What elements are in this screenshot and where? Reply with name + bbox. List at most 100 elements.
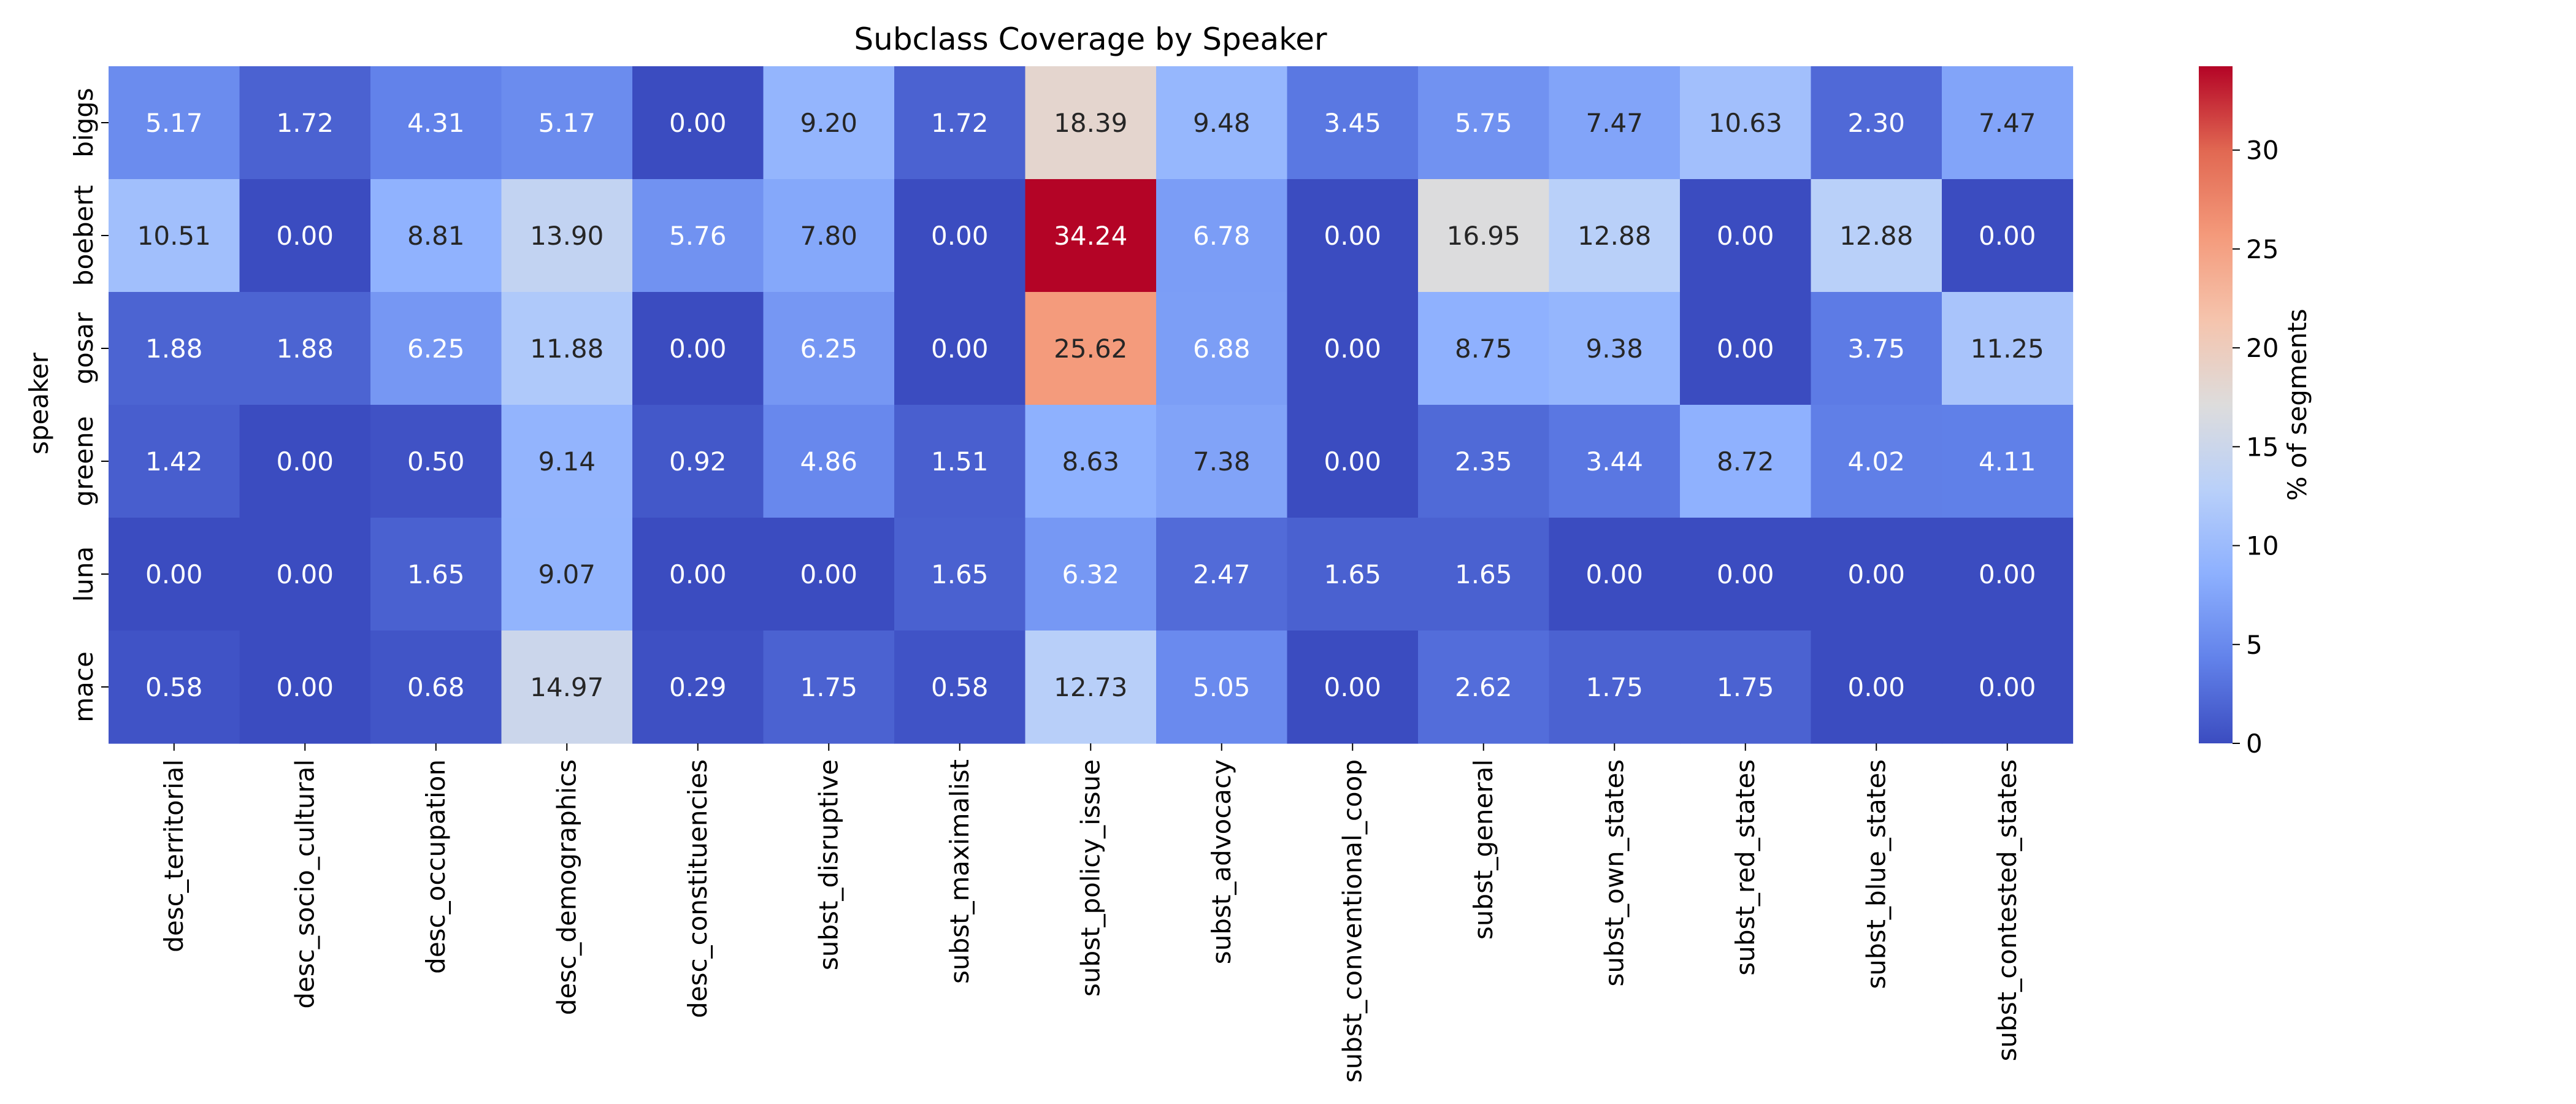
heatmap-cell [501,292,633,405]
heatmap-cell [1549,66,1681,180]
cell-value-label: 16.95 [1447,221,1520,251]
cell-value-label: 0.58 [145,672,203,702]
cell-value-label: 14.97 [530,672,604,702]
heatmap-cell [632,405,764,518]
heatmap-cell [1811,631,1942,744]
cell-value-label: 12.88 [1577,221,1651,251]
heatmap-cell [501,179,633,293]
heatmap-cell [632,292,764,405]
cell-value-label: 2.47 [1193,559,1251,589]
column-tick-label: subst_own_states [1599,759,1629,986]
heatmap-cell [1156,292,1288,405]
colorbar-tick-label: 15 [2246,432,2279,462]
heatmap-cell [239,405,371,518]
heatmap-cell [894,292,1026,405]
heatmap-cell [763,292,895,405]
cell-value-label: 0.00 [1979,672,2036,702]
heatmap-cell [1418,518,1550,631]
row-tick-label: greene [69,416,99,506]
heatmap-cell [1549,518,1681,631]
heatmap-cell [632,66,764,180]
colorbar-gradient [2199,66,2233,743]
cell-value-label: 10.63 [1709,108,1782,138]
cell-value-label: 3.75 [1847,334,1905,364]
cell-value-label: 6.32 [1062,559,1119,589]
cell-value-label: 0.00 [669,559,727,589]
colorbar-tick-label: 20 [2246,333,2279,363]
heatmap-cell [894,631,1026,744]
cell-value-label: 9.20 [800,108,857,138]
cell-value-label: 0.00 [145,559,203,589]
cell-value-label: 3.44 [1585,447,1643,477]
heatmap-cell [632,631,764,744]
cell-value-label: 11.88 [530,334,604,364]
cell-value-label: 1.72 [931,108,989,138]
heatmap-cell [1680,631,1812,744]
heatmap-cell [501,405,633,518]
row-tick-labels: biggs boebert gosar greene luna mace [69,88,109,723]
column-tick-label: subst_blue_states [1861,759,1891,989]
colorbar: 0 5 10 15 20 25 30 % of segments [2199,66,2312,759]
heatmap-cell [1156,631,1288,744]
cell-value-label: 0.00 [1585,559,1643,589]
heatmap-cell [1156,179,1288,293]
cell-value-label: 0.00 [1717,559,1774,589]
heatmap-cell [1549,179,1681,293]
heatmap-cell [109,405,240,518]
cell-value-label: 0.29 [669,672,727,702]
cell-value-label: 2.30 [1847,108,1905,138]
column-tick-label: subst_general [1468,759,1498,940]
cell-value-label: 4.11 [1979,447,2036,477]
column-tick-label: subst_conventional_coop [1337,759,1367,1083]
heatmap-cell [1287,631,1419,744]
heatmap-cell [763,405,895,518]
heatmap-cell [894,179,1026,293]
cell-value-label: 0.00 [1717,221,1774,251]
heatmap-cell [109,292,240,405]
cell-value-label: 0.00 [1324,221,1381,251]
cell-value-label: 3.45 [1324,108,1381,138]
heatmap-cell [1156,518,1288,631]
heatmap-cell [632,179,764,293]
cell-value-label: 0.00 [800,559,857,589]
heatmap-cell [763,66,895,180]
heatmap-cell [1418,292,1550,405]
cell-value-label: 8.81 [407,221,465,251]
cell-value-label: 6.88 [1193,334,1251,364]
cell-value-label: 6.78 [1193,221,1251,251]
heatmap-cell [239,179,371,293]
row-tick-label: mace [69,651,99,723]
cell-value-label: 1.88 [276,334,334,364]
row-tick-label: luna [69,546,99,602]
cell-value-label: 7.80 [800,221,857,251]
heatmap-cell [1549,631,1681,744]
cell-value-label: 1.42 [145,447,203,477]
cell-value-label: 8.63 [1062,447,1119,477]
cell-value-label: 9.07 [538,559,596,589]
y-axis-label: speaker [24,352,54,454]
column-tick-label: desc_territorial [159,759,189,953]
cell-value-label: 2.62 [1455,672,1512,702]
cell-value-label: 12.88 [1839,221,1913,251]
cell-value-label: 0.68 [407,672,465,702]
heatmap-cell [370,66,502,180]
cell-value-label: 0.00 [1847,672,1905,702]
cell-value-label: 0.00 [1847,559,1905,589]
heatmap-cell [1811,292,1942,405]
column-tick-label: subst_maximalist [945,759,975,984]
heatmap-cell [370,405,502,518]
heatmap-cell [1025,179,1157,293]
heatmap-cell [1287,66,1419,180]
cell-value-label: 1.65 [407,559,465,589]
heatmap-cell [1942,518,2074,631]
cell-value-label: 4.02 [1847,447,1905,477]
cell-value-label: 7.38 [1193,447,1251,477]
heatmap-cell [1418,66,1550,180]
cell-value-label: 0.00 [1979,559,2036,589]
cell-value-label: 13.90 [530,221,604,251]
heatmap-cell [501,631,633,744]
cell-value-label: 0.00 [276,559,334,589]
cell-value-label: 0.00 [276,221,334,251]
heatmap-cell [763,631,895,744]
cell-value-label: 0.00 [1717,334,1774,364]
